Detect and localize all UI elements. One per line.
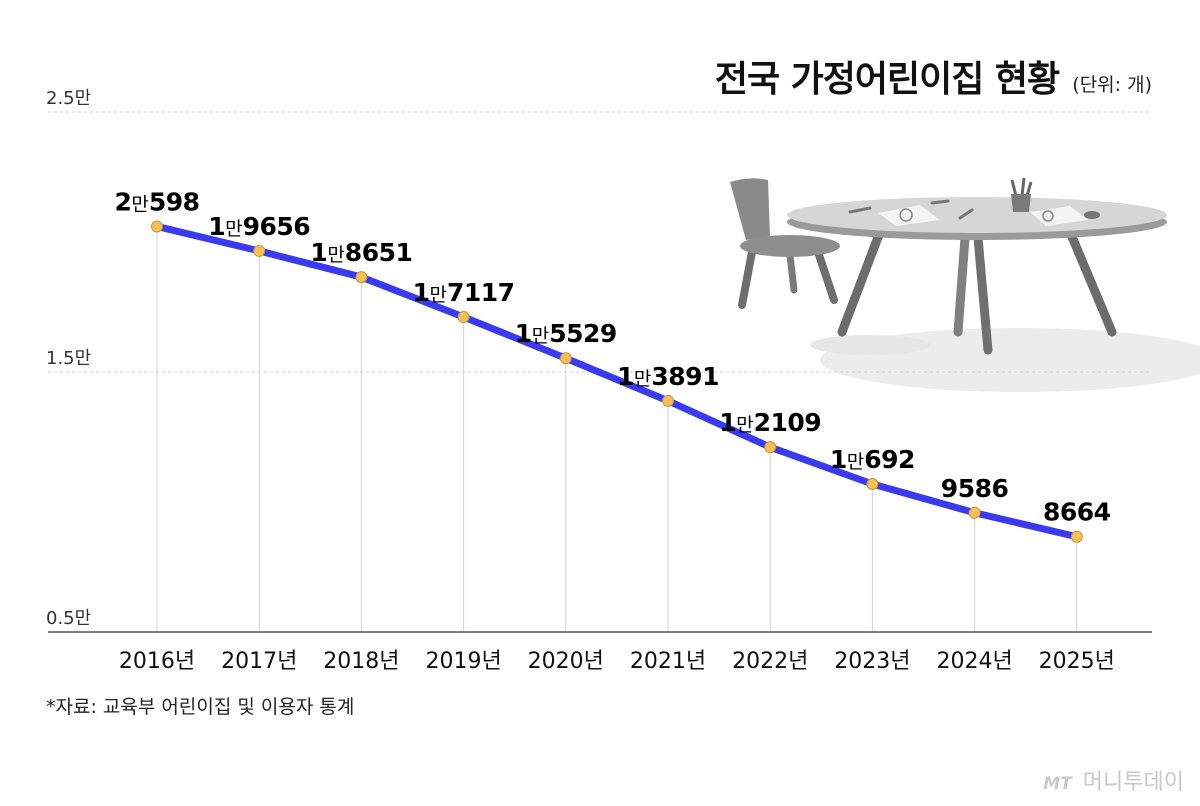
data-label-part: 598 — [149, 187, 200, 216]
data-label-part: 만 — [634, 368, 651, 390]
y-tick-label: 0.5만 — [46, 608, 91, 629]
chair-leg — [814, 248, 838, 304]
x-tick-label: 2022년 — [732, 649, 808, 674]
table-leg — [953, 233, 970, 337]
data-point — [662, 394, 674, 407]
x-tick-label: 2024년 — [936, 649, 1012, 674]
table-leg — [837, 227, 885, 337]
data-point — [253, 244, 266, 257]
x-tick-label: 2020년 — [528, 649, 604, 674]
data-label-part: 만 — [131, 193, 148, 215]
pencil — [1025, 181, 1033, 197]
pencil — [1020, 177, 1026, 197]
x-tick-label: 2016년 — [119, 649, 195, 674]
chart-header: 전국 가정어린이집 현황 (단위: 개) — [715, 50, 1152, 102]
chair-back — [730, 178, 770, 240]
pencil — [848, 206, 872, 214]
data-label-part: 9586 — [941, 474, 1009, 503]
data-label-part: 1 — [719, 408, 736, 437]
data-label-part: 1 — [515, 319, 532, 348]
x-tick-label: 2018년 — [323, 649, 399, 674]
brand-mark: MT — [1043, 774, 1072, 794]
data-label: 1만5529 — [515, 319, 617, 348]
chair-shadow — [810, 335, 930, 355]
pencil-cup — [1011, 194, 1031, 212]
data-point — [457, 310, 470, 323]
data-label: 1만2109 — [719, 408, 821, 437]
data-label-part: 만 — [430, 284, 447, 306]
source-note: *자료: 교육부 어린이집 및 이용자 통계 — [46, 696, 355, 718]
data-label-part: 9656 — [243, 212, 311, 241]
data-label-part: 8664 — [1043, 498, 1111, 527]
paper-drawing — [1042, 210, 1054, 222]
brand-name: 머니투데이 — [1082, 770, 1184, 795]
data-label-part: 만 — [327, 244, 344, 266]
data-label: 1만3891 — [617, 362, 719, 391]
data-label: 1만692 — [830, 445, 915, 474]
data-label-part: 2 — [114, 187, 131, 216]
data-label-part: 8651 — [345, 238, 413, 267]
paper-drawing — [1084, 211, 1100, 219]
paper-drawing — [899, 208, 913, 222]
data-label-part: 1 — [617, 362, 634, 391]
data-label: 8664 — [1043, 498, 1111, 527]
pencil — [930, 199, 950, 205]
paper — [878, 205, 940, 226]
data-label-part: 692 — [864, 445, 915, 474]
data-label-part: 1 — [208, 212, 225, 241]
data-label-part: 2109 — [754, 408, 822, 437]
data-label: 9586 — [941, 474, 1009, 503]
data-point — [151, 220, 163, 233]
x-tick-label: 2021년 — [630, 649, 706, 674]
x-tick-label: 2017년 — [221, 649, 297, 674]
data-label: 2만598 — [114, 187, 199, 216]
data-label-part: 5529 — [549, 319, 617, 348]
table-top — [787, 197, 1167, 233]
series-line — [153, 222, 1081, 541]
pencil — [1010, 179, 1018, 197]
y-tick-label: 2.5만 — [46, 88, 91, 109]
data-label-part: 7117 — [447, 278, 515, 307]
data-label: 1만9656 — [208, 212, 310, 241]
x-tick-label: 2023년 — [834, 649, 910, 674]
unit-label: (단위: 개) — [1072, 74, 1152, 96]
chart-title: 전국 가정어린이집 현황 — [714, 59, 1060, 100]
brand-logo: MT 머니투데이 — [1043, 764, 1184, 796]
chair-leg — [738, 248, 756, 309]
data-point — [968, 506, 981, 519]
pencil — [958, 208, 974, 220]
data-point — [355, 271, 368, 284]
table-chair-illustration — [730, 177, 1200, 392]
y-tick-label: 1.5만 — [46, 348, 91, 369]
x-tick-label: 2019년 — [425, 649, 501, 674]
data-point — [866, 478, 879, 491]
x-tick-label: 2025년 — [1039, 649, 1115, 674]
data-label-part: 만 — [225, 218, 242, 240]
data-point — [1070, 530, 1083, 543]
data-label-part: 만 — [736, 414, 753, 436]
data-label-part: 만 — [532, 325, 549, 347]
data-label-part: 3891 — [651, 362, 719, 391]
chair-leg — [786, 251, 798, 294]
data-label: 1만7117 — [413, 278, 515, 307]
table-leg — [1065, 227, 1117, 337]
data-label: 1만8651 — [310, 238, 412, 267]
data-label-part: 만 — [847, 451, 864, 473]
table-leg — [973, 233, 993, 355]
chair-seat — [740, 235, 840, 257]
data-point — [764, 441, 777, 454]
data-label-part: 1 — [310, 238, 327, 267]
paper — [1030, 206, 1088, 226]
data-label-part: 1 — [413, 278, 430, 307]
data-point — [559, 352, 572, 365]
data-label-part: 1 — [830, 445, 847, 474]
